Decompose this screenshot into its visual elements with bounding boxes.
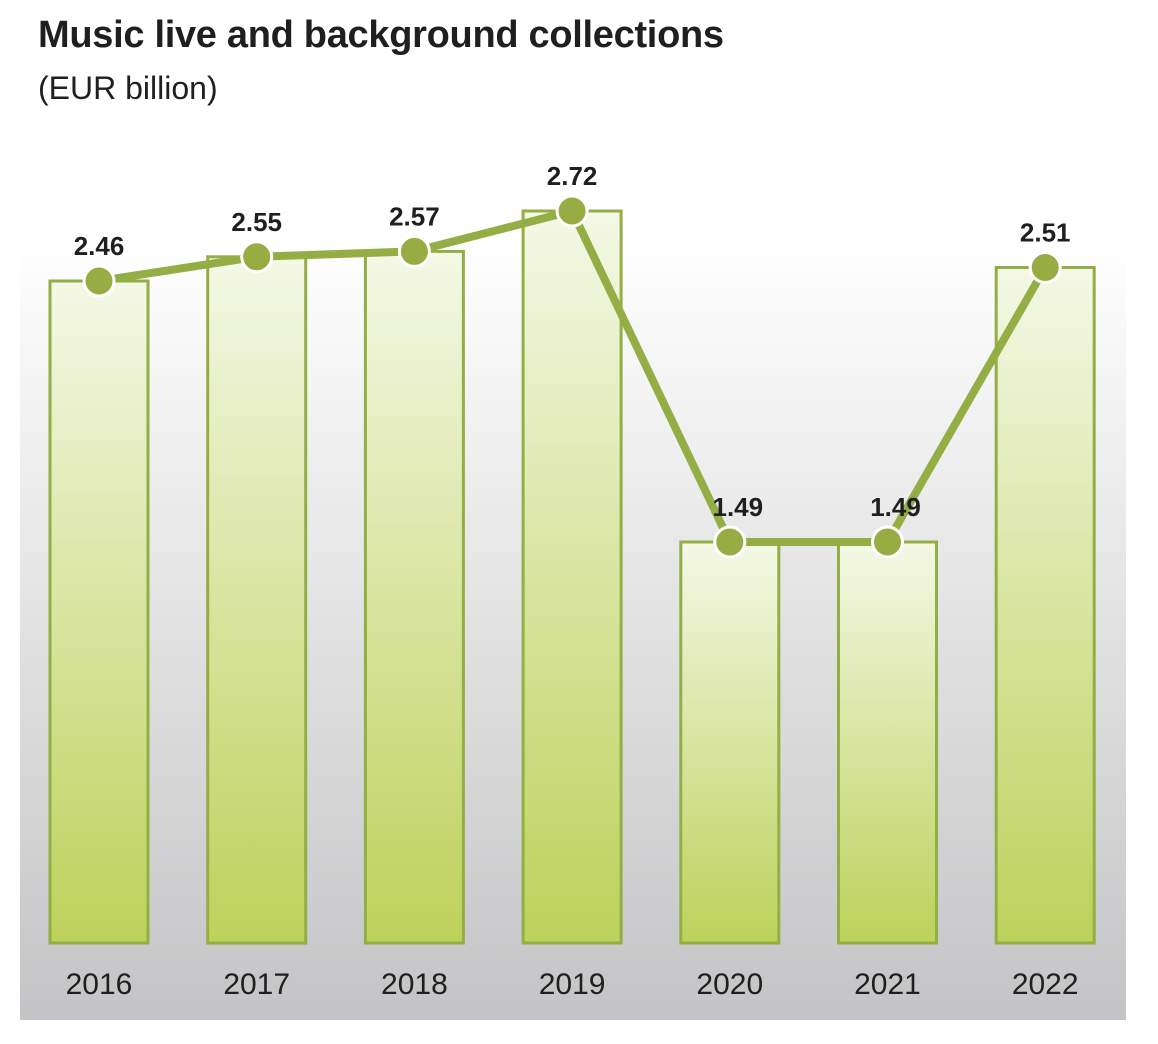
markers-layer <box>82 194 1062 559</box>
data-point-marker <box>871 525 904 559</box>
bar-2016 <box>48 279 150 945</box>
data-label: 1.49 <box>870 492 921 522</box>
bar-2019 <box>521 209 623 945</box>
data-labels-layer: 2.46 2.55 2.57 2.72 1.49 1.49 2.51 <box>74 161 1071 522</box>
bar-2020 <box>679 540 781 945</box>
x-tick-label: 2018 <box>381 968 448 1001</box>
data-label: 2.51 <box>1020 218 1071 248</box>
data-label: 2.55 <box>231 207 282 237</box>
data-point-marker <box>397 234 431 268</box>
x-tick-label: 2020 <box>696 968 763 1001</box>
x-tick-label: 2019 <box>539 968 606 1001</box>
chart-title: Music live and background collections <box>38 14 724 56</box>
data-point-marker <box>82 264 116 298</box>
bar-2022 <box>994 266 1096 945</box>
x-tick-label: 2017 <box>223 968 290 1001</box>
bar-2017 <box>206 255 308 945</box>
x-axis-ticks: 2016 2017 2018 2019 2020 2021 2022 <box>66 968 1079 1001</box>
bars-layer <box>48 209 1096 945</box>
x-tick-label: 2021 <box>854 968 921 1001</box>
data-label: 1.49 <box>712 492 763 522</box>
x-tick-label: 2022 <box>1012 968 1079 1001</box>
chart-subtitle: (EUR billion) <box>38 70 218 106</box>
data-label: 2.57 <box>389 201 440 231</box>
x-tick-label: 2016 <box>66 968 133 1001</box>
data-point-marker <box>1028 251 1062 284</box>
data-label: 2.72 <box>547 161 598 191</box>
data-point-marker <box>555 194 589 228</box>
data-label: 2.46 <box>74 231 125 261</box>
bar-2021 <box>837 540 938 945</box>
data-point-marker <box>713 525 747 559</box>
data-point-marker <box>240 240 274 274</box>
bar-2018 <box>363 249 465 945</box>
